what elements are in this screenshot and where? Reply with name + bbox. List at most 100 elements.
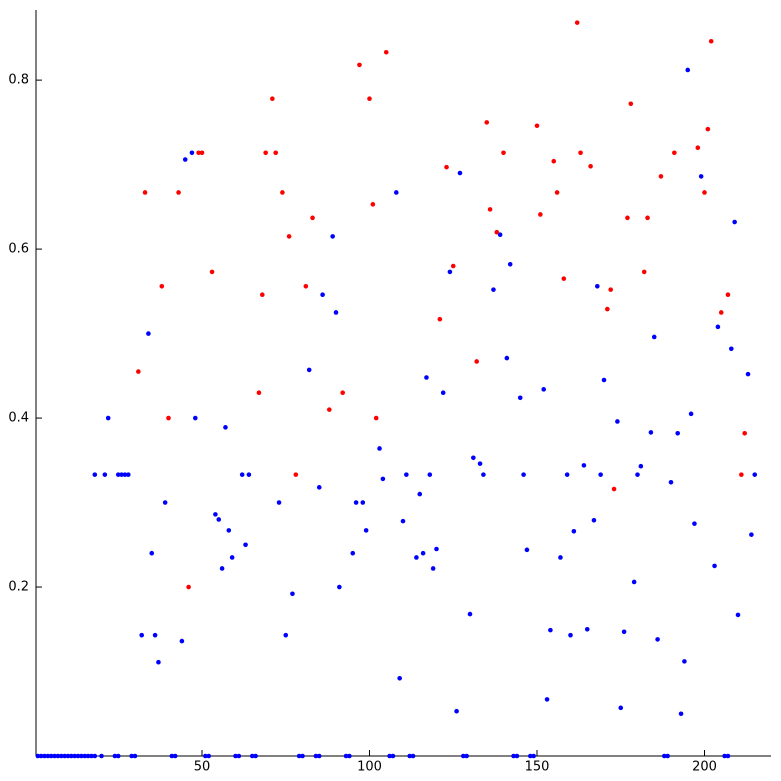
point <box>246 472 252 477</box>
point <box>564 472 570 477</box>
point <box>370 202 376 207</box>
point <box>89 753 94 759</box>
point <box>166 415 171 421</box>
point <box>598 472 603 477</box>
point <box>548 627 553 633</box>
point <box>722 753 727 759</box>
point <box>75 753 81 759</box>
point <box>702 190 707 195</box>
point <box>695 145 701 151</box>
point <box>635 472 640 477</box>
point <box>48 753 54 759</box>
point <box>373 415 379 421</box>
point <box>628 101 634 107</box>
point <box>249 753 255 759</box>
point <box>72 753 77 759</box>
point <box>290 591 295 597</box>
point <box>397 675 402 681</box>
point <box>584 626 590 632</box>
point <box>45 753 51 759</box>
point <box>528 753 533 759</box>
point <box>531 753 536 759</box>
y-tick-label: 0.6 <box>8 242 29 257</box>
point <box>662 753 667 759</box>
point <box>414 555 419 560</box>
point <box>477 461 483 466</box>
point <box>377 446 382 451</box>
point <box>645 215 650 221</box>
point <box>347 753 352 759</box>
point <box>203 753 208 759</box>
point <box>538 212 543 217</box>
point <box>149 550 155 556</box>
point <box>718 310 724 315</box>
point <box>176 190 181 195</box>
point <box>79 753 84 759</box>
point <box>675 430 680 436</box>
point <box>112 753 118 759</box>
point <box>494 229 500 235</box>
point <box>343 753 349 759</box>
point <box>300 753 305 759</box>
point <box>333 310 339 315</box>
point <box>400 518 406 524</box>
point <box>672 150 677 156</box>
point <box>142 190 148 195</box>
point <box>417 491 423 497</box>
point <box>156 659 161 665</box>
point <box>115 472 121 477</box>
point <box>444 164 449 170</box>
point <box>678 711 684 717</box>
point <box>239 472 245 477</box>
point <box>229 555 235 560</box>
point <box>270 96 275 102</box>
point <box>504 355 510 361</box>
point <box>35 753 41 759</box>
point <box>316 485 322 490</box>
point <box>293 472 299 477</box>
point <box>692 521 697 526</box>
x-tick-label: 50 <box>194 760 211 775</box>
point <box>316 753 322 759</box>
point <box>69 753 74 759</box>
point <box>350 550 356 556</box>
point <box>186 584 191 590</box>
point <box>303 283 309 289</box>
point <box>651 334 657 340</box>
point <box>574 20 580 25</box>
point <box>491 287 496 292</box>
point <box>102 472 108 477</box>
point <box>276 500 282 505</box>
point <box>544 697 550 702</box>
point <box>387 753 392 759</box>
point <box>752 472 758 477</box>
point <box>59 753 64 759</box>
point <box>283 632 289 638</box>
point <box>330 234 335 239</box>
point <box>708 38 714 44</box>
point <box>263 150 268 156</box>
point <box>55 753 61 759</box>
point <box>42 753 47 759</box>
point <box>62 753 67 759</box>
point <box>484 120 490 125</box>
point <box>467 611 473 617</box>
point <box>655 637 660 642</box>
point <box>524 547 530 553</box>
point <box>608 287 613 292</box>
point <box>179 638 185 644</box>
point <box>216 517 222 522</box>
point <box>337 584 342 590</box>
point <box>474 359 480 364</box>
point <box>581 463 587 468</box>
point <box>430 566 436 571</box>
point <box>132 753 138 759</box>
x-tick-label: 100 <box>357 760 382 775</box>
point <box>440 390 446 396</box>
point <box>52 753 57 759</box>
point <box>521 472 526 477</box>
point <box>340 390 346 396</box>
point <box>561 276 567 281</box>
x-tick-label: 200 <box>692 760 717 775</box>
point <box>745 371 751 377</box>
